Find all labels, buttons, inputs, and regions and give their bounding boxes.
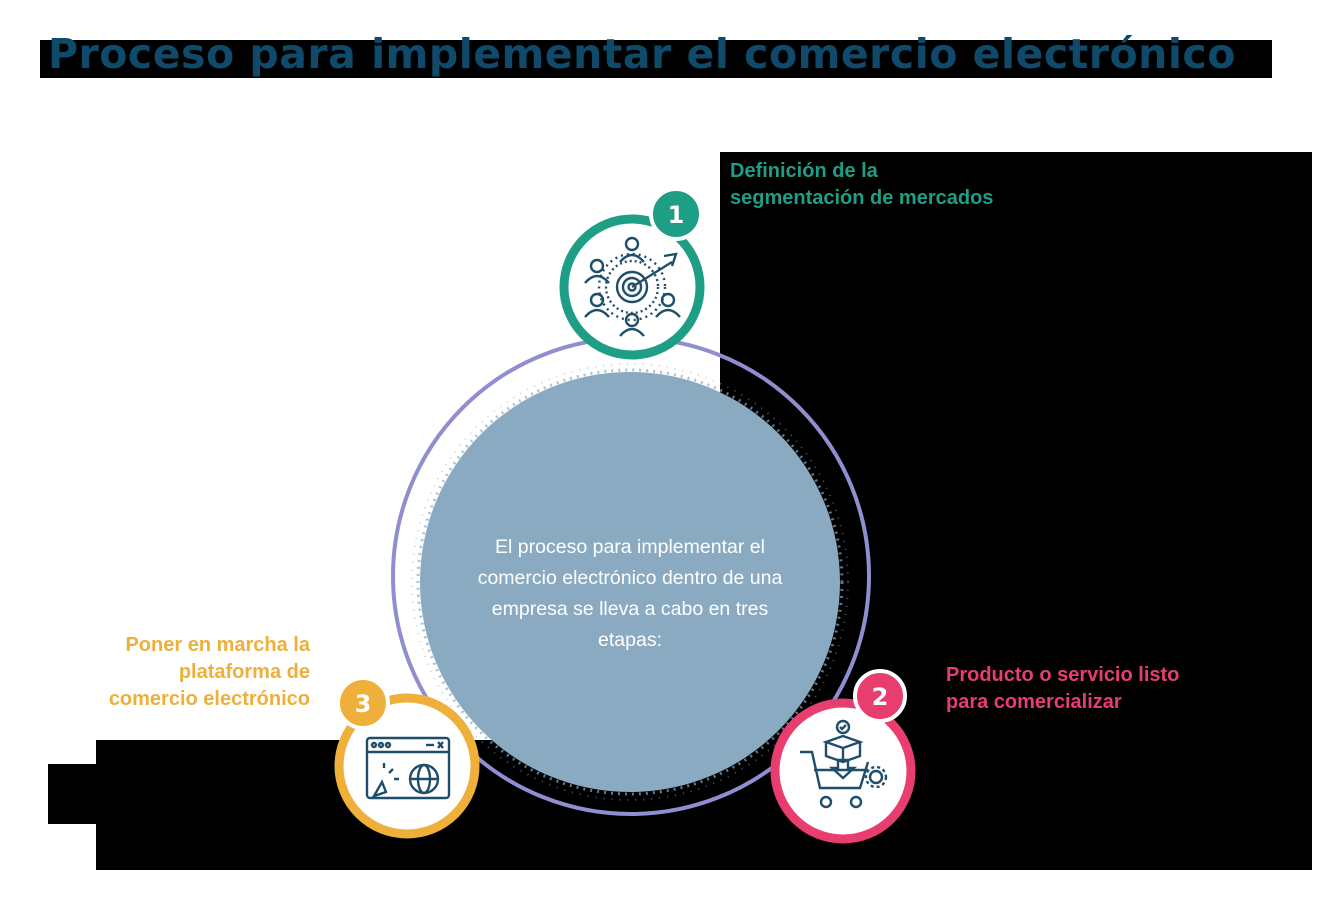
target-audience-icon bbox=[584, 236, 681, 337]
web-browser-globe-icon bbox=[365, 736, 451, 800]
stage-3-label: Poner en marcha la plataforma de comerci… bbox=[40, 632, 310, 713]
stage-3-label-line-2: plataforma de bbox=[178, 661, 310, 683]
shopping-cart-box-icon bbox=[800, 719, 888, 809]
center-description: El proceso para implementar el comercio … bbox=[477, 536, 783, 651]
stage-2-label-line-1: Producto o servicio listo bbox=[946, 664, 1180, 686]
stage-1-number: 1 bbox=[668, 201, 685, 229]
stage-2-number: 2 bbox=[872, 683, 889, 711]
dark-background-left-strip bbox=[48, 764, 108, 824]
stage-1-label-line-1: Definición de la bbox=[730, 160, 878, 182]
stage-3-label-line-3: comercio electrónico bbox=[108, 688, 310, 710]
stage-2-label: Producto o servicio listo para comercial… bbox=[946, 662, 1179, 716]
center-blob bbox=[420, 372, 840, 792]
stage-2-label-line-2: para comercializar bbox=[946, 691, 1122, 713]
page-title: Proceso para implementar el comercio ele… bbox=[48, 30, 1236, 78]
stage-1-label: Definición de la segmentación de mercado… bbox=[730, 158, 993, 212]
dark-background-title bbox=[40, 40, 1272, 78]
stage-1-label-line-2: segmentación de mercados bbox=[730, 187, 994, 209]
stage-3-node: 3 bbox=[334, 676, 480, 839]
stage-3-number: 3 bbox=[355, 690, 372, 718]
stage-1-node: 1 bbox=[559, 187, 705, 360]
stage-2-node: 2 bbox=[770, 669, 916, 844]
stage-3-label-line-1: Poner en marcha la bbox=[125, 634, 310, 656]
